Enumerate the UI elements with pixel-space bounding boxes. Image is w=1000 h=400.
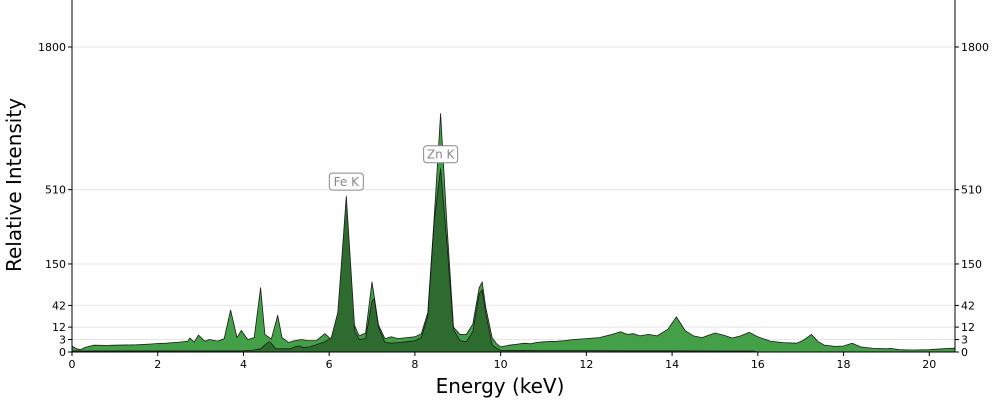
y-tick-label-left-12: 12 [52, 321, 66, 334]
y-tick-label-right-1800: 1800 [961, 41, 989, 54]
y-tick-label-right-0: 0 [961, 346, 968, 359]
annotation-box-1 [423, 145, 459, 164]
y-tick-label-left-3: 3 [59, 334, 66, 347]
x-axis-title: Energy (keV) [436, 374, 565, 398]
y-tick-label-right-150: 150 [961, 258, 982, 271]
x-tick-label-6: 6 [326, 358, 333, 371]
x-tick-label-8: 8 [411, 358, 418, 371]
spectrum-areas [71, 113, 956, 353]
grid-lines [72, 46, 955, 341]
x-tick-label-20: 20 [922, 358, 936, 371]
y-tick-label-right-510: 510 [961, 184, 982, 197]
y-tick-label-left-0: 0 [59, 346, 66, 359]
y-tick-label-right-3: 3 [961, 334, 968, 347]
y-tick-label-left-510: 510 [45, 184, 66, 197]
x-tick-label-14: 14 [665, 358, 679, 371]
x-tick-label-0: 0 [69, 358, 76, 371]
area-spectrum_a [71, 113, 956, 353]
x-tick-label-12: 12 [579, 358, 593, 371]
y-tick-label-left-1800: 1800 [38, 41, 66, 54]
y-tick-label-right-12: 12 [961, 321, 975, 334]
x-tick-label-4: 4 [240, 358, 247, 371]
area-spectrum_b [71, 168, 759, 353]
y-tick-label-left-42: 42 [52, 299, 66, 312]
y-axis-title: Relative Intensity [2, 98, 26, 272]
annotation-label-1: Zn K [427, 148, 456, 162]
y-tick-label-right-42: 42 [961, 299, 975, 312]
x-tick-label-10: 10 [494, 358, 508, 371]
x-tick-label-16: 16 [751, 358, 765, 371]
x-tick-label-18: 18 [837, 358, 851, 371]
y-tick-label-left-150: 150 [45, 258, 66, 271]
x-tick-label-2: 2 [154, 358, 161, 371]
peak-annotations: Fe K Zn K [328, 145, 459, 191]
annotation-box-0 [328, 172, 364, 191]
annotation-label-0: Fe K [334, 175, 360, 189]
